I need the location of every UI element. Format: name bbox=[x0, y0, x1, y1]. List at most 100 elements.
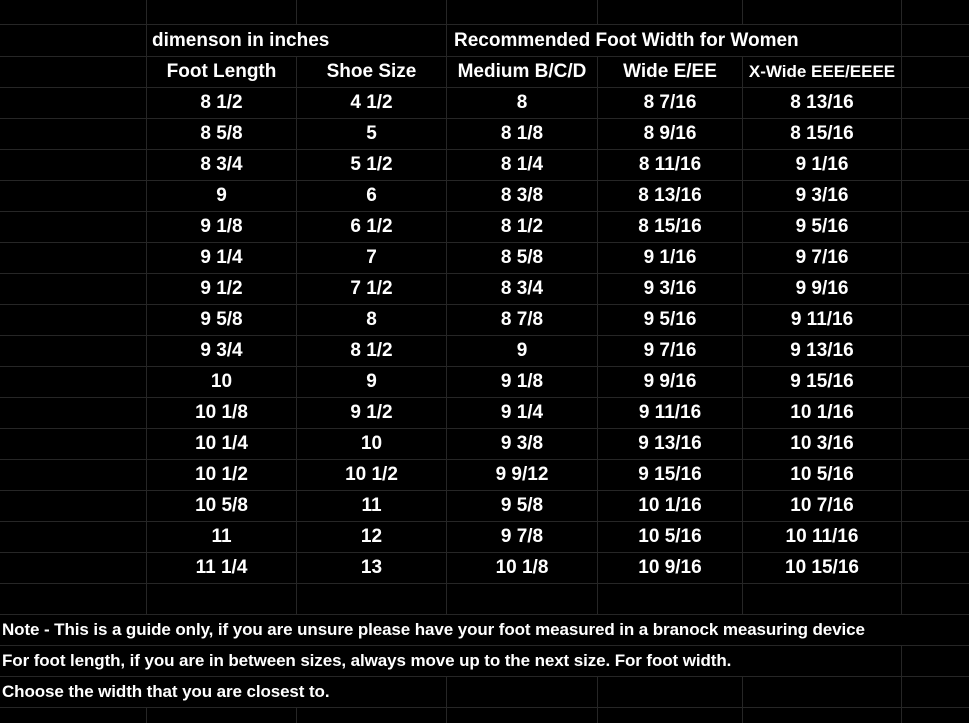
cell-empty bbox=[0, 584, 147, 615]
cell-empty bbox=[0, 491, 147, 522]
col-header-medium-width: Medium B/C/D bbox=[447, 57, 598, 88]
medium-width-cell: 9 3/8 bbox=[447, 429, 598, 460]
wide-width-cell: 9 3/16 bbox=[598, 274, 743, 305]
cell-empty bbox=[743, 677, 902, 708]
foot-length-cell: 10 1/2 bbox=[147, 460, 297, 491]
foot-length-cell: 11 1/4 bbox=[147, 553, 297, 584]
cell-empty bbox=[902, 88, 969, 119]
medium-width-cell: 8 5/8 bbox=[447, 243, 598, 274]
cell-empty bbox=[902, 708, 969, 723]
wide-width-cell: 8 9/16 bbox=[598, 119, 743, 150]
medium-width-cell: 9 1/8 bbox=[447, 367, 598, 398]
cell-empty bbox=[447, 708, 598, 723]
cell-empty bbox=[902, 491, 969, 522]
cell-empty bbox=[902, 398, 969, 429]
wide-width-cell: 8 15/16 bbox=[598, 212, 743, 243]
foot-length-cell: 9 1/8 bbox=[147, 212, 297, 243]
shoe-size-cell: 9 1/2 bbox=[297, 398, 447, 429]
xwide-width-cell: 10 15/16 bbox=[743, 553, 902, 584]
cell-empty bbox=[447, 677, 598, 708]
cell-empty bbox=[902, 243, 969, 274]
medium-width-cell: 9 bbox=[447, 336, 598, 367]
cell-empty bbox=[902, 119, 969, 150]
foot-length-cell: 10 1/8 bbox=[147, 398, 297, 429]
cell-empty bbox=[902, 0, 969, 25]
cell-empty bbox=[0, 0, 147, 25]
shoe-size-cell: 7 1/2 bbox=[297, 274, 447, 305]
cell-empty bbox=[902, 615, 969, 646]
shoe-size-cell: 7 bbox=[297, 243, 447, 274]
medium-width-cell: 9 5/8 bbox=[447, 491, 598, 522]
cell-empty bbox=[902, 460, 969, 491]
cell-empty bbox=[297, 584, 447, 615]
medium-width-cell: 8 bbox=[447, 88, 598, 119]
cell-empty bbox=[0, 553, 147, 584]
cell-empty bbox=[0, 150, 147, 181]
xwide-width-cell: 10 11/16 bbox=[743, 522, 902, 553]
wide-width-cell: 8 7/16 bbox=[598, 88, 743, 119]
col-header-wide-width: Wide E/EE bbox=[598, 57, 743, 88]
cell-empty bbox=[0, 212, 147, 243]
cell-empty bbox=[902, 25, 969, 57]
wide-width-cell: 9 13/16 bbox=[598, 429, 743, 460]
medium-width-cell: 10 1/8 bbox=[447, 553, 598, 584]
medium-width-cell: 8 1/8 bbox=[447, 119, 598, 150]
shoe-size-cell: 4 1/2 bbox=[297, 88, 447, 119]
cell-empty bbox=[0, 88, 147, 119]
foot-length-cell: 8 5/8 bbox=[147, 119, 297, 150]
cell-empty bbox=[0, 274, 147, 305]
foot-length-cell: 9 3/4 bbox=[147, 336, 297, 367]
xwide-width-cell: 10 1/16 bbox=[743, 398, 902, 429]
cell-empty bbox=[743, 0, 902, 25]
shoe-size-cell: 5 1/2 bbox=[297, 150, 447, 181]
cell-empty bbox=[297, 0, 447, 25]
cell-empty bbox=[0, 243, 147, 274]
foot-length-cell: 11 bbox=[147, 522, 297, 553]
cell-empty bbox=[902, 646, 969, 677]
cell-empty bbox=[147, 708, 297, 723]
wide-width-cell: 9 1/16 bbox=[598, 243, 743, 274]
col-header-xwide-width: X-Wide EEE/EEEE bbox=[743, 57, 902, 88]
cell-empty bbox=[902, 57, 969, 88]
cell-empty bbox=[902, 274, 969, 305]
cell-empty bbox=[902, 553, 969, 584]
cell-empty bbox=[447, 584, 598, 615]
cell-empty bbox=[297, 708, 447, 723]
medium-width-cell: 8 3/4 bbox=[447, 274, 598, 305]
shoe-size-cell: 6 bbox=[297, 181, 447, 212]
medium-width-cell: 8 1/2 bbox=[447, 212, 598, 243]
cell-empty bbox=[447, 0, 598, 25]
medium-width-cell: 8 7/8 bbox=[447, 305, 598, 336]
cell-empty bbox=[0, 57, 147, 88]
cell-empty bbox=[598, 677, 743, 708]
xwide-width-cell: 10 3/16 bbox=[743, 429, 902, 460]
note-line-3: Choose the width that you are closest to… bbox=[0, 677, 447, 708]
shoe-size-cell: 8 bbox=[297, 305, 447, 336]
xwide-width-cell: 8 13/16 bbox=[743, 88, 902, 119]
cell-empty bbox=[0, 460, 147, 491]
col-header-shoe-size: Shoe Size bbox=[297, 57, 447, 88]
foot-length-cell: 9 5/8 bbox=[147, 305, 297, 336]
cell-empty bbox=[598, 584, 743, 615]
wide-width-cell: 8 11/16 bbox=[598, 150, 743, 181]
xwide-width-cell: 9 11/16 bbox=[743, 305, 902, 336]
cell-empty bbox=[0, 429, 147, 460]
xwide-width-cell: 9 9/16 bbox=[743, 274, 902, 305]
xwide-width-cell: 9 5/16 bbox=[743, 212, 902, 243]
cell-empty bbox=[902, 367, 969, 398]
wide-width-cell: 9 15/16 bbox=[598, 460, 743, 491]
cell-empty bbox=[0, 398, 147, 429]
cell-empty bbox=[902, 150, 969, 181]
cell-empty bbox=[0, 181, 147, 212]
foot-length-cell: 8 1/2 bbox=[147, 88, 297, 119]
wide-width-cell: 9 9/16 bbox=[598, 367, 743, 398]
cell-empty bbox=[743, 708, 902, 723]
cell-empty bbox=[902, 181, 969, 212]
col-header-foot-length: Foot Length bbox=[147, 57, 297, 88]
medium-width-cell: 9 7/8 bbox=[447, 522, 598, 553]
cell-empty bbox=[0, 336, 147, 367]
foot-length-cell: 9 1/2 bbox=[147, 274, 297, 305]
foot-length-cell: 9 bbox=[147, 181, 297, 212]
cell-empty bbox=[0, 305, 147, 336]
